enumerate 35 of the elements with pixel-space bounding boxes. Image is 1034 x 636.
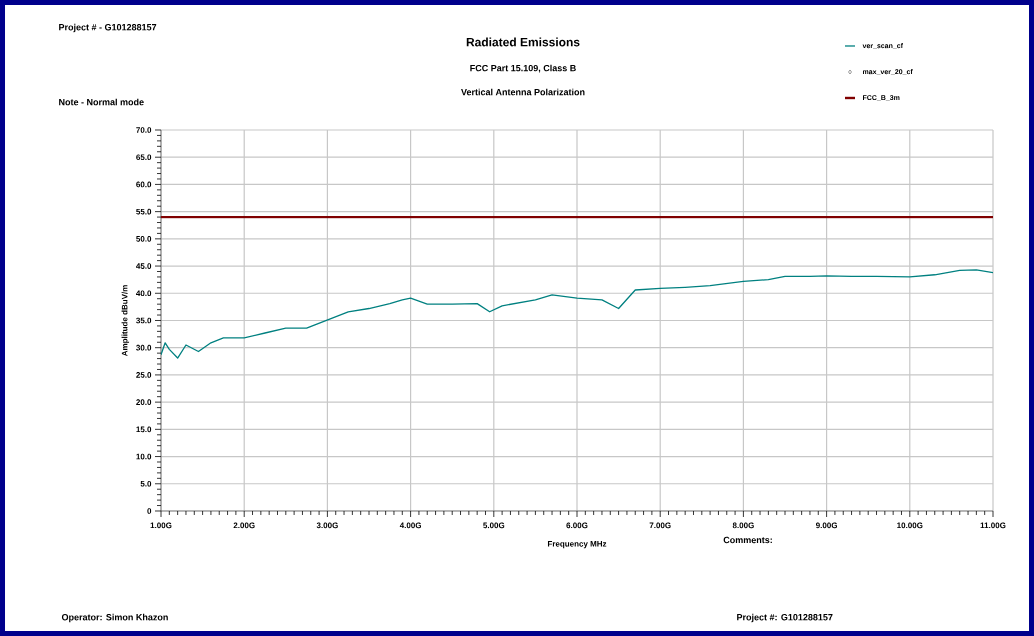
x-tick-label: 10.00G — [897, 522, 923, 529]
text: Comments: — [723, 536, 772, 544]
text: FCC Part 15.109, Class B Vertical Antenna Polarization — [461, 64, 585, 96]
x-tick-label: 3.00G — [316, 522, 338, 529]
y-tick-label: 35.0 — [136, 317, 152, 324]
text: Operator: Simon Khazon — [61, 613, 168, 623]
y-tick-label: 50.0 — [136, 236, 152, 242]
chart-title: Radiated Emissions — [466, 37, 580, 47]
y-tick-label: 15.0 — [136, 426, 152, 433]
x-tick-label: 8.00G — [732, 522, 754, 529]
y-tick-label: 5.0 — [140, 480, 152, 487]
y-tick-label: 60.0 — [136, 181, 152, 188]
y-tick-label: 25.0 — [136, 372, 152, 378]
text: Project # - G101288157 — [59, 23, 157, 33]
text: Project #: G101288157 — [737, 613, 833, 623]
y-tick-label: 70.0 — [136, 127, 152, 133]
y-tick-label: 55.0 — [136, 208, 152, 215]
x-tick-label: 11.00G — [980, 522, 1006, 529]
y-tick-label: 45.0 — [136, 263, 152, 269]
x-tick-label: 9.00G — [815, 522, 837, 529]
y-tick-label: 10.0 — [136, 453, 152, 460]
y-tick-label: 65.0 — [136, 154, 152, 161]
x-tick-label: 7.00G — [649, 522, 671, 529]
x-tick-label: 4.00G — [399, 522, 421, 529]
y-axis-title: Amplitude dBuV/m — [121, 285, 130, 357]
x-axis-title: Frequency MHz — [547, 541, 607, 549]
x-tick-label: 1.00G — [150, 522, 172, 529]
x-tick-label: 5.00G — [483, 522, 505, 529]
y-tick-label: 40.0 — [136, 290, 152, 297]
x-tick-label: 2.00G — [233, 522, 255, 529]
y-tick-label: 0 — [147, 508, 152, 514]
y-tick-label: 20.0 — [136, 399, 152, 405]
y-tick-label: 30.0 — [136, 344, 152, 351]
text: Note - Normal mode — [59, 98, 144, 106]
x-tick-label: 6.00G — [566, 522, 588, 529]
